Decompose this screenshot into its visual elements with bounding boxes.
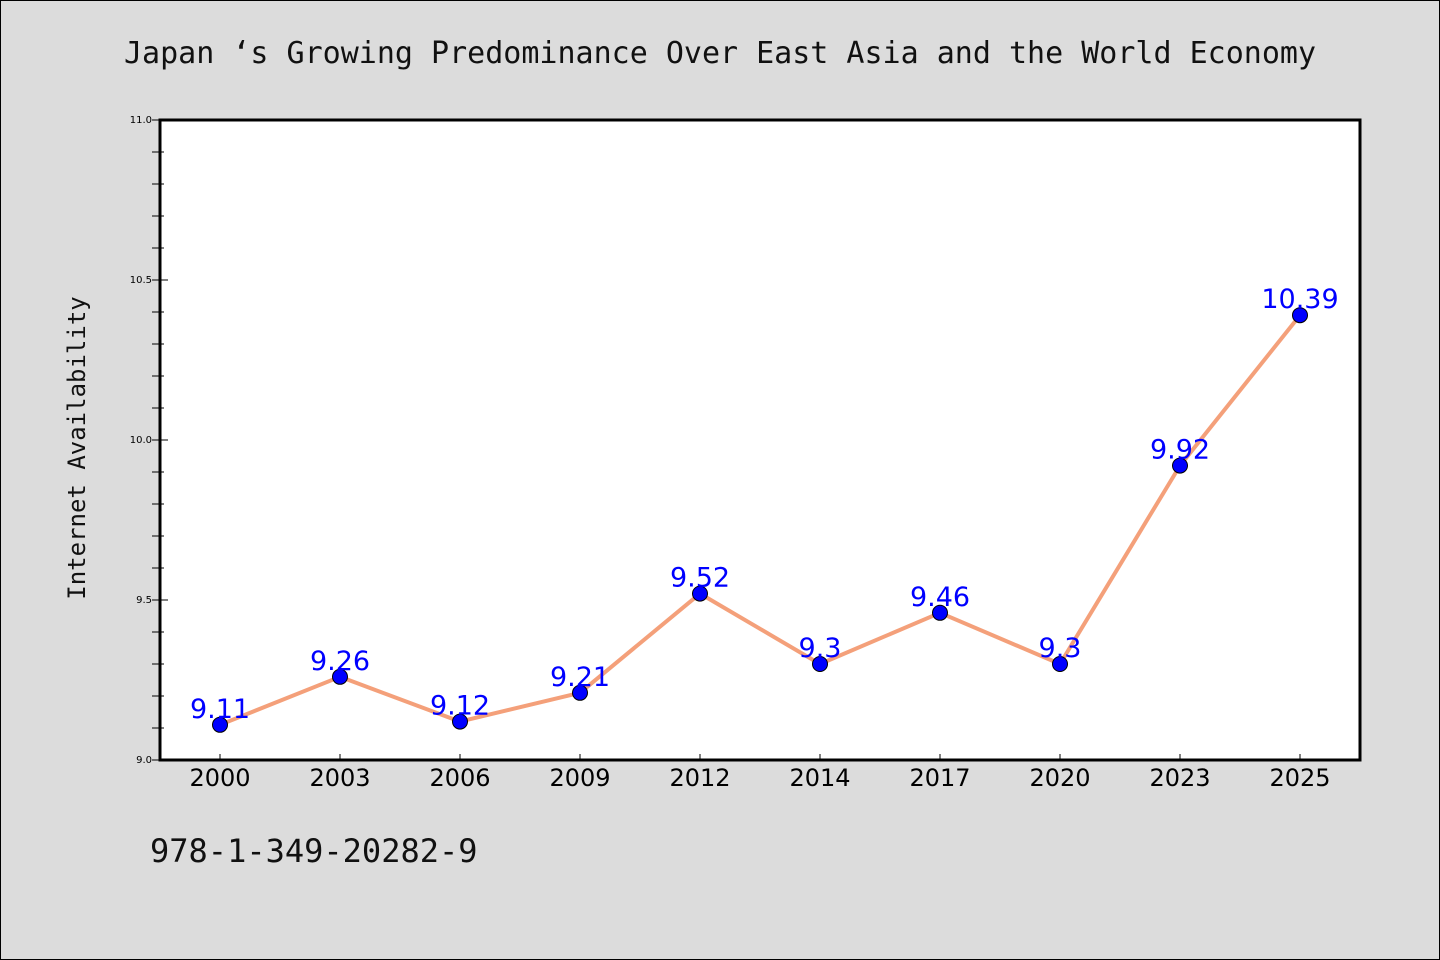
data-label: 9.26	[310, 646, 370, 677]
data-label: 10.39	[1261, 284, 1338, 315]
y-tick-label: 10.0	[130, 435, 152, 446]
series-line	[219, 313, 1302, 727]
data-point	[932, 604, 948, 621]
data-label: 9.52	[670, 563, 730, 594]
data-point	[332, 668, 348, 685]
data-point	[572, 684, 588, 701]
x-tick-label: 2020	[1029, 764, 1090, 792]
data-label: 9.92	[1150, 435, 1210, 466]
y-tick-label: 10.5	[130, 275, 152, 286]
y-tick-label: 9.0	[136, 755, 152, 766]
data-point	[212, 716, 228, 733]
series-points	[212, 307, 1308, 733]
x-tick-label: 2006	[429, 764, 490, 792]
x-tick-label: 2023	[1149, 764, 1210, 792]
y-axis-label: Internet Availability	[63, 296, 91, 599]
x-tick-label: 2025	[1269, 764, 1330, 792]
data-label: 9.3	[799, 633, 842, 664]
data-point	[812, 656, 828, 672]
x-tick-label: 2012	[669, 764, 730, 792]
chart-title: Japan ‘s Growing Predominance Over East …	[123, 36, 1317, 71]
x-tick-label: 2009	[549, 764, 610, 792]
plot-area	[158, 118, 1362, 762]
data-point	[1172, 457, 1188, 474]
x-tick-label: 2000	[189, 764, 250, 792]
y-tick-label: 9.5	[136, 595, 152, 606]
data-point	[692, 585, 708, 602]
isbn-caption: 978-1-349-20282-9	[150, 832, 478, 870]
x-tick-label: 2003	[309, 764, 370, 792]
data-point	[1052, 656, 1068, 672]
data-labels: 9.11 9.26 9.12 9.21 9.52 9.3 9.46 9.3 9.92 10.39	[190, 284, 1339, 725]
data-label: 9.12	[430, 691, 490, 722]
data-point	[452, 713, 468, 730]
data-label: 9.21	[550, 662, 610, 693]
y-axis-ticks: 9.0 9.5 10.0 10.5 11.0	[130, 115, 168, 766]
data-point	[1292, 307, 1308, 324]
x-axis-ticks: 2000 2003 2006 2009 2012 2014 2017 2020 2023 2025	[189, 754, 1331, 792]
data-label: 9.11	[190, 694, 250, 725]
y-tick-label: 11.0	[130, 115, 152, 126]
x-tick-label: 2014	[789, 764, 850, 792]
data-label: 9.3	[1039, 633, 1082, 664]
data-label: 9.46	[910, 582, 970, 613]
x-tick-label: 2017	[909, 764, 970, 792]
